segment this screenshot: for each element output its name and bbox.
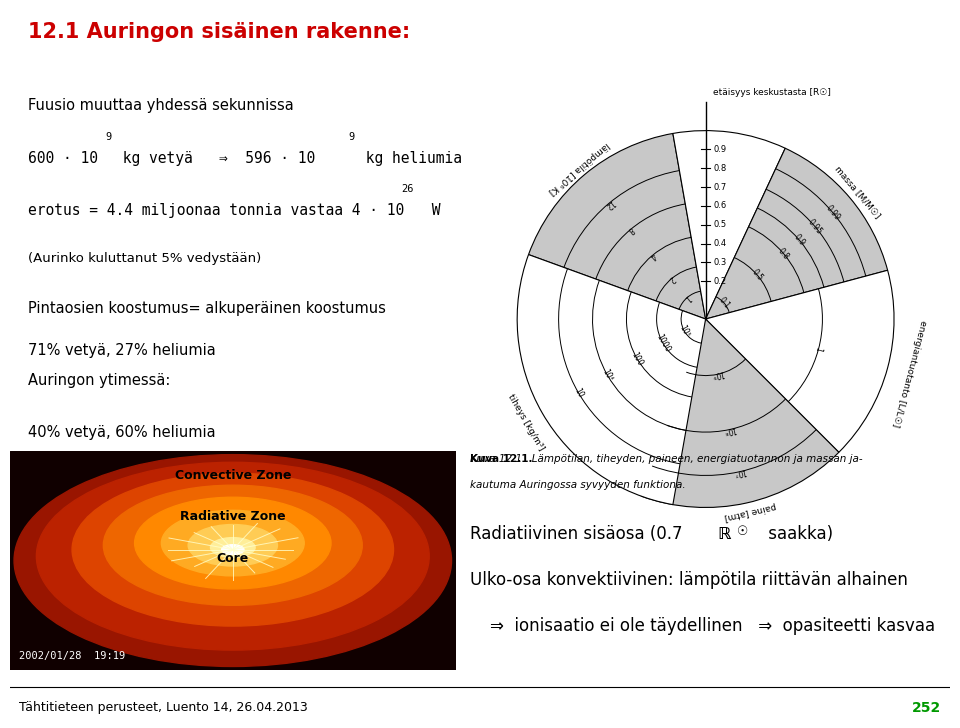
Text: lämpötila [10⁶ K]: lämpötila [10⁶ K] [546,140,611,195]
Text: Tähtitieteen perusteet, Luento 14, 26.04.2013: Tähtitieteen perusteet, Luento 14, 26.04… [19,701,308,714]
Text: 0.9: 0.9 [792,233,806,248]
Text: 0.6: 0.6 [713,202,727,210]
Text: 8: 8 [626,224,636,234]
Text: 10⁷: 10⁷ [732,466,747,478]
Text: 9: 9 [106,132,111,142]
Text: 10: 10 [572,386,585,399]
Text: massa [M/M☉]: massa [M/M☉] [832,164,881,220]
Text: energiantuotanto [L/L☉]: energiantuotanto [L/L☉] [891,320,928,428]
Text: 600 · 10: 600 · 10 [28,151,98,166]
Wedge shape [529,133,706,319]
Text: ⇒  ionisaatio ei ole täydellinen   ⇒  opasiteetti kasvaa: ⇒ ionisaatio ei ole täydellinen ⇒ opasit… [490,617,935,635]
Text: kg vetyä   ⇒  596 · 10: kg vetyä ⇒ 596 · 10 [114,151,316,166]
Text: 0.7: 0.7 [713,183,727,191]
Ellipse shape [188,524,277,566]
Text: 2: 2 [667,274,677,284]
Text: 1: 1 [683,293,692,302]
Text: 0.95: 0.95 [806,218,825,237]
Text: 10⁵: 10⁵ [678,323,691,339]
Text: Convective Zone: Convective Zone [175,469,291,482]
Wedge shape [673,130,785,319]
Text: W: W [423,203,441,218]
Text: 0.8: 0.8 [713,164,727,173]
Text: Radiative Zone: Radiative Zone [180,510,286,523]
Text: ☉: ☉ [737,526,748,538]
Ellipse shape [72,473,394,626]
Text: 2002/01/28  19:19: 2002/01/28 19:19 [18,651,125,661]
Text: kautuma Auringossa syvyyden funktiona.: kautuma Auringossa syvyyden funktiona. [470,480,686,491]
Text: 0.5: 0.5 [750,268,765,283]
Text: 0.4: 0.4 [713,240,727,248]
Text: 252: 252 [912,701,941,715]
Text: 0.3: 0.3 [713,258,727,267]
Text: 0.99: 0.99 [824,203,842,222]
Text: Kuva 12.1.: Kuva 12.1. [470,454,533,464]
Text: 0.5: 0.5 [713,221,727,229]
Ellipse shape [134,497,331,589]
Wedge shape [641,319,839,507]
Text: Radiatiivinen sisäosa (0.7: Radiatiivinen sisäosa (0.7 [470,526,688,543]
Text: 71% vetyä, 27% heliumia: 71% vetyä, 27% heliumia [28,343,216,358]
Text: Kuva 12.1.  Lämpötilan, tiheyden, paineen, energiatuotannon ja massan ja-: Kuva 12.1. Lämpötilan, tiheyden, paineen… [470,454,863,464]
Ellipse shape [161,510,304,576]
Text: kg heliumia: kg heliumia [357,151,462,166]
Text: (Aurinko kuluttanut 5% vedystään): (Aurinko kuluttanut 5% vedystään) [28,252,261,265]
Text: 0.2: 0.2 [713,277,727,286]
Text: Pintaosien koostumus= alkuperäinen koostumus: Pintaosien koostumus= alkuperäinen koost… [28,301,386,316]
Text: tiheys [kg/m³]: tiheys [kg/m³] [506,393,546,453]
Text: 12: 12 [602,197,615,210]
Text: 100: 100 [630,350,644,367]
Text: 0.1: 0.1 [717,296,732,311]
Text: 10⁴: 10⁴ [601,368,614,383]
Text: erotus = 4.4 miljoonaa tonnia vastaa 4 · 10: erotus = 4.4 miljoonaa tonnia vastaa 4 ·… [28,203,404,218]
Text: Fuusio muuttaa yhdessä sekunnissa: Fuusio muuttaa yhdessä sekunnissa [28,98,294,114]
Ellipse shape [36,462,429,650]
Ellipse shape [104,485,362,606]
Text: paine [atm]: paine [atm] [723,502,777,522]
Text: Auringon ytimessä:: Auringon ytimessä: [28,373,171,388]
Text: 26: 26 [401,184,414,194]
Ellipse shape [222,545,244,555]
Text: 4: 4 [648,250,657,261]
Text: 10⁹: 10⁹ [710,368,725,380]
Text: 1: 1 [813,346,824,353]
Wedge shape [706,270,894,452]
Text: ℝ: ℝ [718,526,731,543]
Text: 40% vetyä, 60% heliumia: 40% vetyä, 60% heliumia [28,425,216,440]
Text: etäisyys keskustasta [R☉]: etäisyys keskustasta [R☉] [713,87,831,97]
Text: 9: 9 [348,132,354,142]
Text: 12.1 Auringon sisäinen rakenne:: 12.1 Auringon sisäinen rakenne: [28,22,410,41]
Wedge shape [706,149,888,319]
Wedge shape [517,255,706,505]
Text: 0.8: 0.8 [777,246,791,261]
Ellipse shape [14,454,451,667]
Text: 1000: 1000 [655,333,672,354]
Ellipse shape [210,537,255,558]
Text: Core: Core [217,552,249,565]
Text: 10⁸: 10⁸ [723,424,737,435]
Text: 0.9: 0.9 [713,145,727,154]
Text: Ulko-osa konvektiivinen: lämpötila riittävän alhainen: Ulko-osa konvektiivinen: lämpötila riitt… [470,571,908,589]
Text: saakka): saakka) [763,526,833,543]
